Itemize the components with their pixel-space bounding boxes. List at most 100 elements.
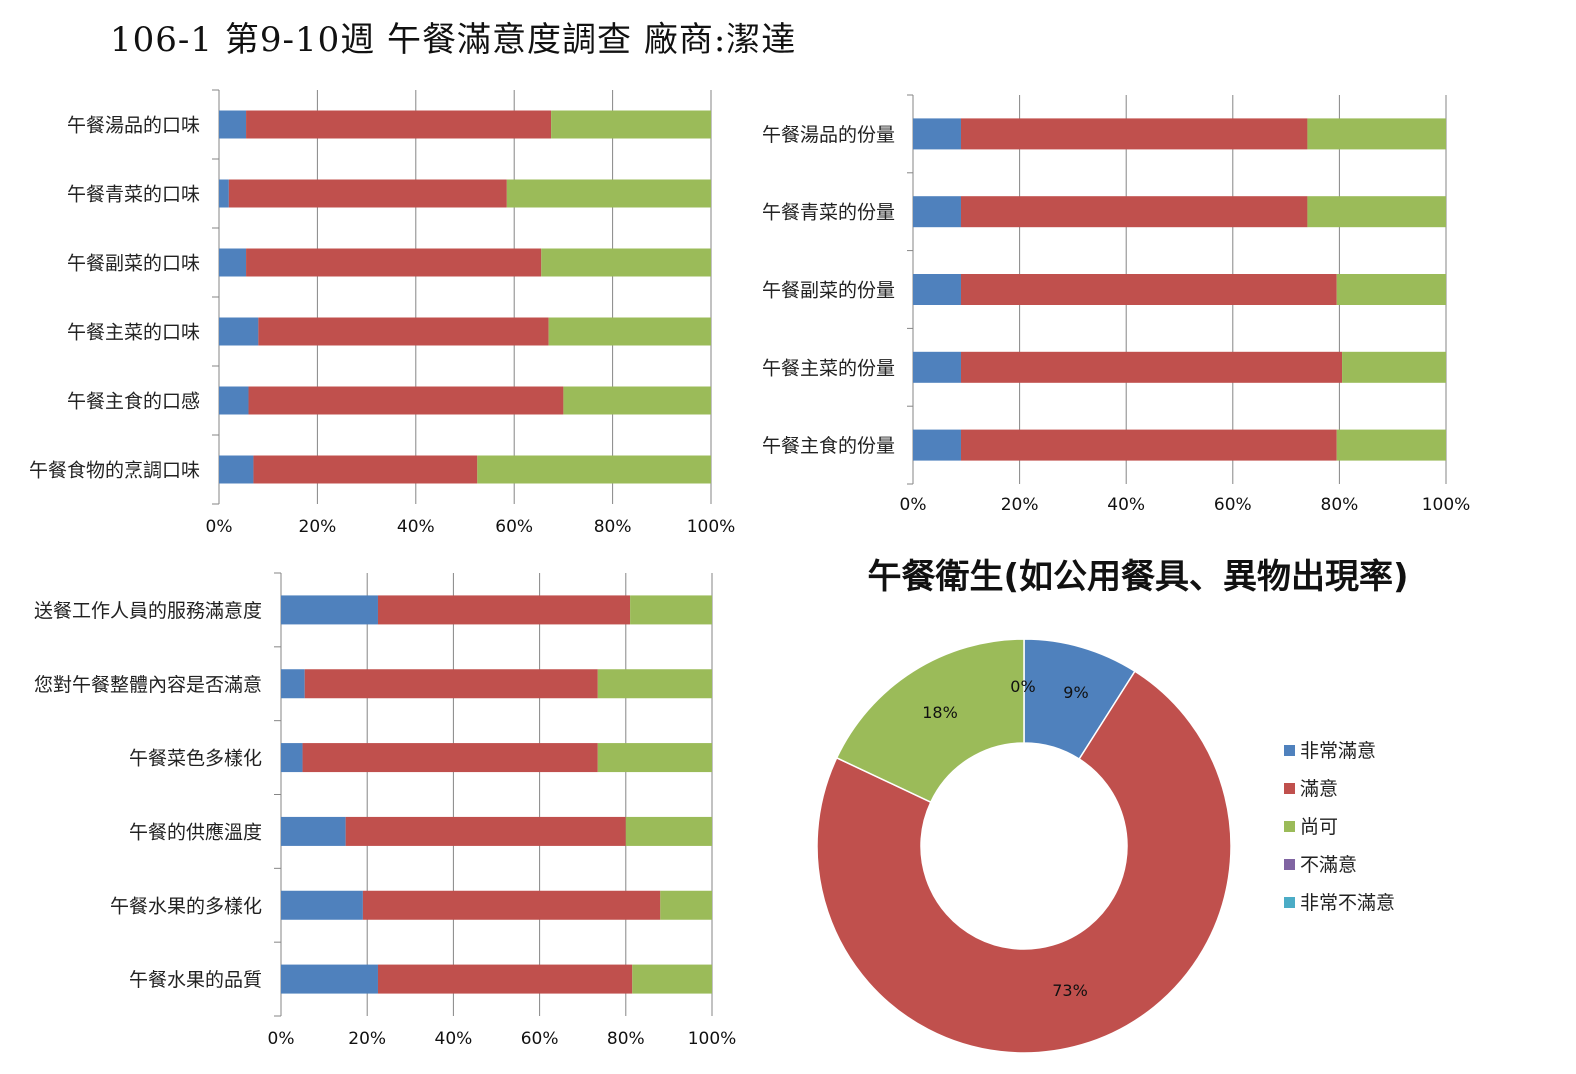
bar-segment xyxy=(281,964,378,994)
legend-swatch xyxy=(1284,897,1295,908)
pie-title: 午餐衛生(如公用餐具、異物出現率) xyxy=(867,557,1408,597)
bar-segment xyxy=(281,669,305,699)
bar-segment xyxy=(1342,351,1446,383)
bar-segment xyxy=(345,816,626,846)
bar-segment xyxy=(506,179,711,208)
category-label: 午餐主菜的口味 xyxy=(67,322,200,344)
bar-segment xyxy=(960,429,1337,461)
bar-segment xyxy=(219,317,259,346)
x-tick-label: 80% xyxy=(607,1029,645,1049)
x-tick-label: 100% xyxy=(1422,495,1471,515)
category-label: 午餐副菜的份量 xyxy=(762,280,895,302)
x-tick-label: 0% xyxy=(900,495,927,515)
legend-label: 滿意 xyxy=(1300,778,1338,800)
bar-segment xyxy=(913,118,961,150)
bar-segment xyxy=(1307,196,1446,228)
category-label: 午餐湯品的份量 xyxy=(762,124,895,146)
bar-segment xyxy=(258,317,549,346)
category-label: 午餐主食的份量 xyxy=(762,435,895,457)
bar-segment xyxy=(913,274,961,305)
slice-value-label: 73% xyxy=(1052,981,1088,1000)
bar-segment xyxy=(228,179,507,208)
bar-segment xyxy=(246,248,542,277)
bar-segment xyxy=(1307,118,1446,150)
category-label: 送餐工作人員的服務滿意度 xyxy=(34,600,262,622)
category-label: 午餐主菜的份量 xyxy=(762,357,895,379)
bar-segment xyxy=(219,248,247,277)
category-label: 午餐青菜的口味 xyxy=(67,184,200,206)
bar-segment xyxy=(1336,274,1446,305)
bar-segment xyxy=(660,890,712,920)
category-label: 午餐菜色多樣化 xyxy=(129,748,262,770)
bar-segment xyxy=(219,179,229,208)
bar-segment xyxy=(913,196,961,228)
bar-segment xyxy=(219,110,247,139)
donut-slice xyxy=(835,638,1025,804)
x-tick-label: 60% xyxy=(495,517,533,537)
legend-label: 非常不滿意 xyxy=(1300,892,1395,914)
x-tick-label: 0% xyxy=(206,517,233,537)
x-tick-label: 0% xyxy=(268,1029,295,1049)
bar-segment xyxy=(477,455,711,484)
bar-segment xyxy=(304,669,598,699)
x-tick-label: 20% xyxy=(1001,495,1039,515)
bar-segment xyxy=(551,110,711,139)
page-title: 106-1 第9-10週 午餐滿意度調查 廠商:潔達 xyxy=(110,20,797,60)
slice-value-label: 0% xyxy=(1010,677,1035,696)
category-label: 午餐水果的品質 xyxy=(129,969,262,991)
legend-swatch xyxy=(1284,745,1295,756)
bar-segment xyxy=(960,118,1308,150)
slice-value-label: 9% xyxy=(1063,683,1088,702)
bar-segment xyxy=(630,595,712,625)
bar-segment xyxy=(960,196,1308,228)
bar-segment xyxy=(362,890,661,920)
category-label: 午餐湯品的口味 xyxy=(67,115,200,137)
bar-segment xyxy=(377,964,633,994)
bar-segment xyxy=(563,386,711,415)
bar-segment xyxy=(281,743,303,773)
legend-label: 尚可 xyxy=(1300,816,1338,838)
bar-segment xyxy=(302,743,598,773)
legend-swatch xyxy=(1284,821,1295,832)
bar-segment xyxy=(597,743,712,773)
bar-segment xyxy=(960,351,1343,383)
bar-segment xyxy=(377,595,631,625)
bar-segment xyxy=(219,386,249,415)
bar-segment xyxy=(625,816,712,846)
bar-segment xyxy=(548,317,711,346)
category-label: 午餐青菜的份量 xyxy=(762,202,895,224)
bar-segment xyxy=(1336,429,1446,461)
bar-segment xyxy=(960,274,1337,305)
bar-segment xyxy=(219,455,254,484)
taste-bar-chart: 午餐湯品的口味午餐青菜的口味午餐副菜的口味午餐主菜的口味午餐主食的口感午餐食物的… xyxy=(29,89,735,537)
legend-label: 不滿意 xyxy=(1300,854,1357,876)
x-tick-label: 80% xyxy=(594,517,632,537)
legend-swatch xyxy=(1284,859,1295,870)
x-tick-label: 40% xyxy=(1107,495,1145,515)
x-tick-label: 100% xyxy=(688,1029,737,1049)
category-label: 午餐主食的口感 xyxy=(67,391,200,413)
bar-segment xyxy=(253,455,478,484)
x-tick-label: 80% xyxy=(1321,495,1359,515)
service-bar-chart: 送餐工作人員的服務滿意度您對午餐整體內容是否滿意午餐菜色多樣化午餐的供應溫度午餐… xyxy=(34,572,737,1049)
legend-label: 非常滿意 xyxy=(1300,740,1376,762)
legend-swatch xyxy=(1284,783,1295,794)
bar-segment xyxy=(597,669,712,699)
category-label: 午餐水果的多樣化 xyxy=(110,895,262,917)
bar-segment xyxy=(248,386,564,415)
bar-segment xyxy=(281,816,346,846)
x-tick-label: 40% xyxy=(397,517,435,537)
bar-segment xyxy=(281,595,378,625)
slice-value-label: 18% xyxy=(922,703,958,722)
x-tick-label: 20% xyxy=(299,517,337,537)
hygiene-donut-chart: 午餐衛生(如公用餐具、異物出現率) 9% 73% 18% 0% 非常滿意滿意尚可不滿意非常… xyxy=(816,557,1409,1054)
x-tick-label: 60% xyxy=(1214,495,1252,515)
donut-slice xyxy=(816,670,1232,1054)
bar-segment xyxy=(281,890,363,920)
bar-segment xyxy=(913,429,961,461)
bar-segment xyxy=(246,110,552,139)
x-tick-label: 60% xyxy=(521,1029,559,1049)
category-label: 午餐食物的烹調口味 xyxy=(29,460,200,482)
x-tick-label: 20% xyxy=(348,1029,386,1049)
